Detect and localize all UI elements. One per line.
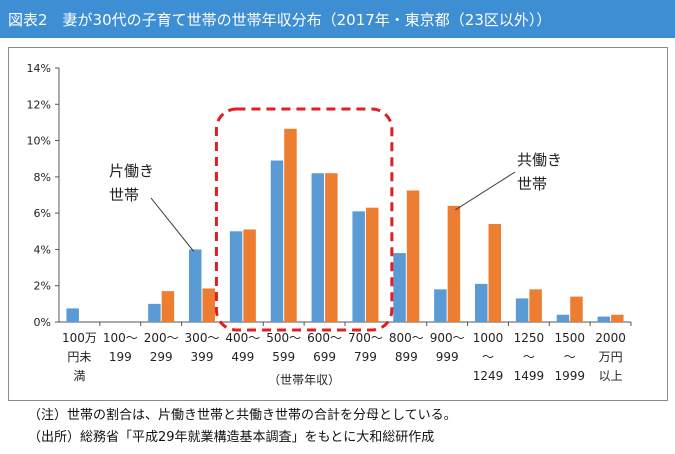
bar-dual-income — [611, 314, 624, 322]
bar-single-income — [270, 160, 284, 322]
y-tick-label: 14% — [27, 62, 51, 75]
x-tick-label: 800～ — [389, 331, 424, 345]
bar-single-income — [475, 283, 488, 322]
annotation-label: 片働き — [109, 162, 154, 180]
x-tick-label: 1249 — [473, 369, 504, 383]
x-tick-label: 900～ — [430, 331, 465, 345]
chart-frame: 0% 2% 4% 6% 8% 10% 12% 14% 100万円未満 100～ 199 200～ 299… — [8, 47, 668, 401]
annotation-label: 世帯 — [517, 175, 547, 193]
x-tick-label: ～ — [482, 350, 494, 364]
bar-single-income — [393, 253, 406, 322]
x-tick-label: 299 — [150, 350, 173, 364]
source-text: （出所）総務省「平成29年就業構造基本調査」をもとに大和総研作成 — [28, 430, 435, 445]
x-tick-label: 100～ — [103, 331, 138, 345]
x-tick-label: 1000 — [473, 331, 504, 345]
bar-single-income — [556, 314, 570, 322]
bar-single-income — [229, 231, 243, 322]
y-tick-label: 0% — [34, 316, 51, 329]
y-tick-label: 12% — [27, 98, 51, 111]
y-tick-label: 6% — [34, 207, 51, 220]
title-bar: 図表2 妻が30代の子育て世帯の世帯年収分布（2017年・東京都（23区以外）） — [0, 0, 675, 38]
x-tick-label: ～ — [564, 350, 576, 364]
x-tick-label: 499 — [231, 350, 254, 364]
x-tick-label: 100万 — [62, 331, 97, 345]
x-tick-label: 1499 — [514, 369, 545, 383]
chart-title: 図表2 妻が30代の子育て世帯の世帯年収分布（2017年・東京都（23区以外）） — [8, 11, 552, 29]
bar-single-income — [311, 173, 325, 322]
y-tick-label: 4% — [34, 243, 51, 256]
x-tick-label: 1250 — [514, 331, 545, 345]
bar-dual-income — [202, 288, 215, 322]
bar-dual-income — [488, 224, 501, 322]
bar-dual-income — [529, 289, 542, 322]
x-tick-label: 円未 — [67, 350, 91, 364]
x-tick-label: 699 — [313, 350, 336, 364]
annotation-label: 世帯 — [109, 186, 139, 204]
x-tick-label: 万円 — [599, 350, 623, 364]
x-axis-label: （世帯年収） — [268, 373, 340, 387]
annotation-leader — [455, 171, 516, 211]
y-tick-label: 8% — [34, 171, 51, 184]
x-tick-label: 300～ — [185, 331, 220, 345]
x-tick-label: 999 — [436, 350, 459, 364]
bar-dual-income — [243, 229, 256, 322]
bar-dual-income — [570, 296, 583, 322]
bar-dual-income — [447, 205, 461, 322]
bar-single-income — [352, 211, 365, 322]
x-tick-label: 満 — [73, 369, 85, 383]
bar-single-income — [148, 303, 161, 322]
x-tick-label: 2000 — [595, 331, 626, 345]
y-tick-label: 2% — [34, 280, 51, 293]
bar-dual-income — [284, 128, 297, 322]
bar-single-income — [189, 249, 202, 322]
highlight-box — [214, 107, 394, 332]
y-tick-label: 10% — [27, 135, 51, 148]
x-tick-label: 以上 — [599, 369, 623, 383]
x-tick-label: ～ — [523, 350, 535, 364]
bar-single-income — [515, 298, 529, 322]
x-tick-label: 700～ — [348, 331, 383, 345]
bar-dual-income — [161, 291, 175, 322]
x-tick-label: 399 — [191, 350, 214, 364]
annotation-label: 共働き — [517, 151, 562, 169]
note-text: （注）世帯の割合は、片働き世帯と共働き世帯の合計を分母としている。 — [28, 408, 457, 423]
x-tick-label: 599 — [272, 350, 295, 364]
bar-single-income — [434, 289, 447, 322]
x-tick-label: 1500 — [554, 331, 585, 345]
x-tick-label: 400～ — [225, 331, 260, 345]
annotation-leader — [150, 197, 195, 252]
x-tick-label: 200～ — [144, 331, 179, 345]
bar-dual-income — [325, 173, 338, 322]
bar-single-income — [597, 316, 611, 322]
x-tick-label: 199 — [109, 350, 132, 364]
bar-dual-income — [365, 207, 379, 322]
bar-dual-income — [406, 190, 420, 322]
x-tick-label: 799 — [354, 350, 377, 364]
bar-single-income — [66, 308, 79, 322]
x-tick-label: 1999 — [554, 369, 585, 383]
x-tick-label: 899 — [395, 350, 418, 364]
x-tick-label: 500～ — [266, 331, 301, 345]
x-tick-label: 600～ — [307, 331, 342, 345]
